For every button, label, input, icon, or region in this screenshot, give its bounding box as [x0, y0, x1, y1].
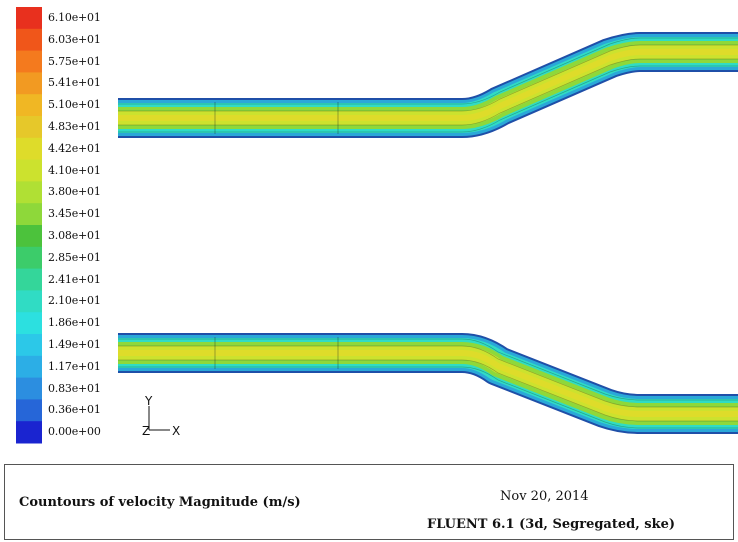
solver-info: FLUENT 6.1 (3d, Segregated, ske)	[427, 517, 676, 532]
color-scale-label: 2.10e+01	[48, 294, 101, 308]
color-swatch	[16, 334, 42, 357]
color-swatch	[16, 137, 42, 161]
color-swatch	[16, 225, 42, 248]
color-scale-label: 4.10e+01	[48, 163, 101, 177]
color-swatch	[16, 7, 42, 30]
color-scale-label: 0.00e+00	[48, 425, 101, 439]
color-swatch	[16, 312, 42, 335]
color-scale-label: 5.41e+01	[48, 76, 101, 90]
color-swatch	[16, 399, 42, 422]
color-scale-label: 0.36e+01	[48, 403, 101, 417]
color-scale-label: 4.83e+01	[48, 120, 101, 133]
color-scale-label: 6.10e+01	[48, 11, 101, 24]
color-scale-label: 1.86e+01	[48, 316, 101, 330]
color-scale-label: 6.03e+01	[48, 32, 101, 46]
color-swatch	[16, 72, 42, 95]
color-swatch	[16, 246, 42, 270]
color-scale-label: 2.41e+01	[48, 272, 101, 286]
color-swatch	[16, 290, 42, 313]
axis-triad	[148, 406, 170, 431]
color-swatch	[16, 94, 42, 117]
color-scale-label: 0.83e+01	[48, 381, 101, 395]
color-scale-label: 1.49e+01	[48, 338, 101, 351]
color-scale-label: 3.45e+01	[48, 207, 101, 221]
plot-title: Countours of velocity Magnitude (m/s)	[19, 495, 301, 510]
color-scale-label: 5.10e+01	[48, 98, 101, 112]
color-swatch	[16, 50, 42, 73]
color-swatch	[16, 181, 42, 204]
color-scale-label: 4.42e+01	[48, 141, 101, 155]
color-swatch	[16, 203, 42, 226]
upper-pipe-contour	[118, 32, 738, 138]
color-scale-label: 3.08e+01	[48, 229, 101, 242]
color-scale-label: 3.80e+01	[48, 185, 101, 199]
color-swatch	[16, 377, 42, 400]
info-footer: Countours of velocity Magnitude (m/s) No…	[4, 464, 734, 540]
color-scale-label: 1.17e+01	[48, 359, 101, 373]
color-swatch	[16, 355, 42, 379]
color-scale-label: 5.75e+01	[48, 54, 101, 68]
plot-date: Nov 20, 2014	[500, 489, 589, 504]
color-swatch	[16, 159, 42, 182]
velocity-contour-view	[118, 32, 738, 434]
color-scale-label: 2.85e+01	[48, 250, 101, 264]
color-swatch	[16, 421, 42, 444]
color-swatch	[16, 28, 42, 52]
axis-x-label: X	[172, 424, 181, 438]
axis-y-label: Y	[145, 394, 153, 408]
color-swatch	[16, 268, 42, 291]
color-swatch	[16, 116, 42, 139]
color-scale-bar	[16, 7, 42, 444]
axis-z-label: Z	[142, 424, 151, 438]
lower-pipe-contour	[118, 333, 738, 434]
